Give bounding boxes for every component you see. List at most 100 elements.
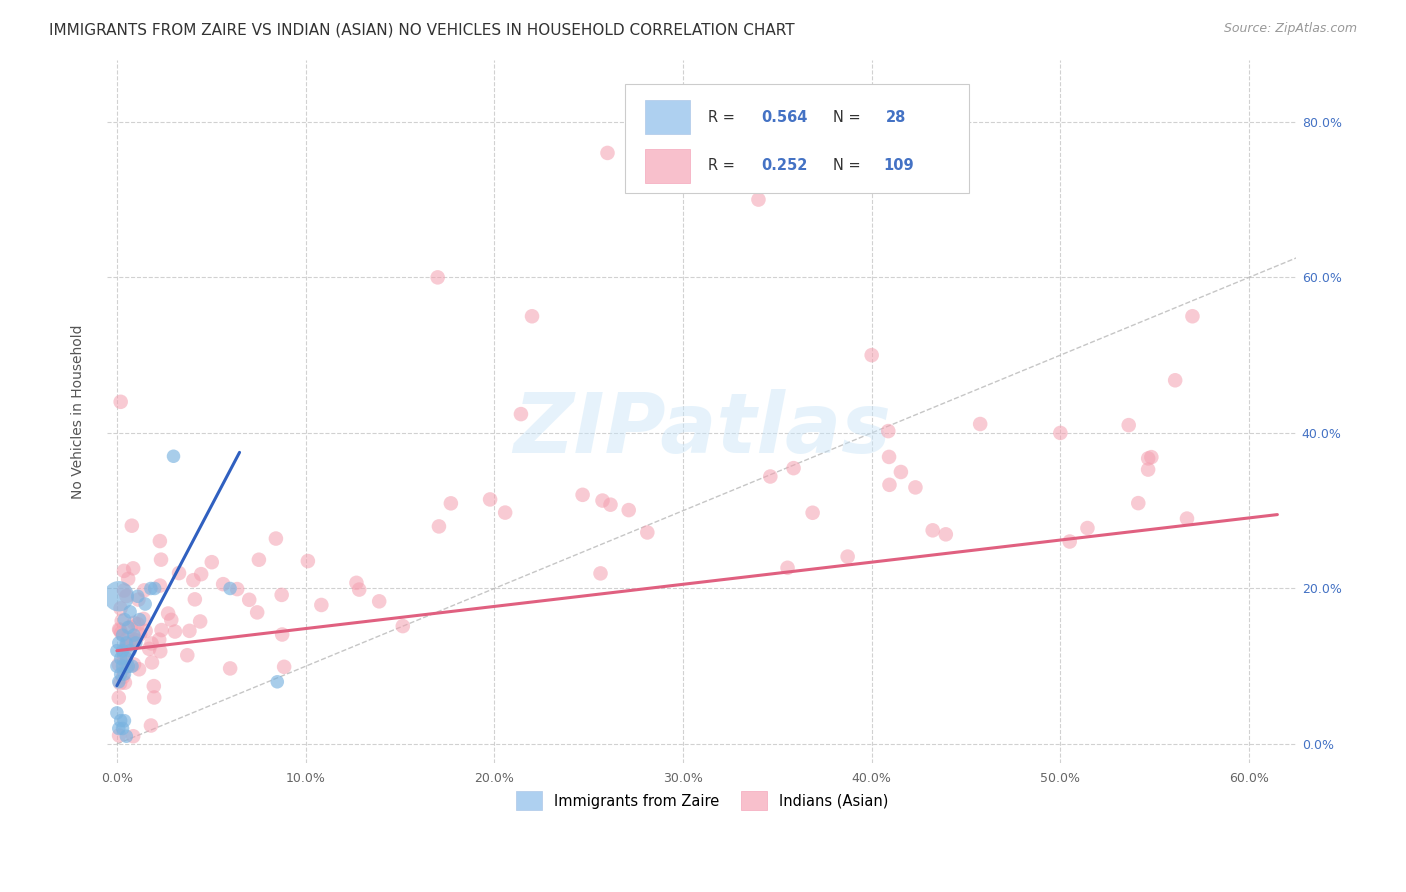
Point [111, 722, 134, 736]
Point [520, 310, 543, 324]
Point [143, 582, 166, 596]
Point [163, 624, 186, 639]
Point [266, 674, 288, 689]
Point [368, 594, 391, 608]
Point [427, 519, 450, 533]
Point [1181, 310, 1204, 324]
Point [1118, 418, 1140, 433]
Point [110, 626, 132, 640]
Point [134, 597, 156, 611]
Point [141, 636, 163, 650]
Point [128, 662, 150, 676]
Point [904, 480, 927, 494]
Point [877, 424, 900, 438]
Point [148, 632, 170, 647]
Point [201, 555, 224, 569]
Point [120, 605, 142, 619]
Point [117, 659, 139, 673]
Point [105, 643, 128, 657]
Point [107, 657, 129, 672]
Point [271, 627, 294, 641]
Point [122, 657, 145, 672]
Text: 0.564: 0.564 [761, 110, 807, 125]
Point [117, 572, 139, 586]
Point [264, 532, 287, 546]
Point [219, 582, 242, 596]
Point [143, 690, 166, 705]
Point [114, 651, 136, 665]
Point [160, 613, 183, 627]
Point [311, 598, 333, 612]
Point [636, 525, 658, 540]
Point [110, 714, 132, 728]
Point [112, 670, 135, 684]
Point [107, 722, 129, 736]
Text: Source: ZipAtlas.com: Source: ZipAtlas.com [1223, 22, 1357, 36]
Point [114, 667, 136, 681]
Text: N =: N = [832, 159, 865, 173]
Point [592, 493, 614, 508]
Text: ZIPatlas: ZIPatlas [513, 389, 891, 469]
Text: 0.252: 0.252 [761, 159, 807, 173]
Point [115, 640, 138, 654]
Point [510, 407, 533, 421]
Point [571, 488, 593, 502]
Point [212, 577, 235, 591]
Point [921, 524, 943, 538]
Point [149, 534, 172, 549]
Point [596, 145, 619, 160]
Point [132, 612, 155, 626]
Y-axis label: No Vehicles in Household: No Vehicles in Household [72, 325, 86, 499]
Point [115, 589, 138, 603]
Legend: Immigrants from Zaire, Indians (Asian): Immigrants from Zaire, Indians (Asian) [510, 786, 894, 816]
Point [108, 623, 131, 637]
Point [184, 592, 207, 607]
Point [107, 589, 129, 603]
Point [127, 617, 149, 632]
Point [121, 518, 143, 533]
Point [120, 620, 142, 634]
Point [111, 659, 134, 673]
Point [1140, 450, 1163, 464]
Point [124, 632, 146, 647]
Point [122, 729, 145, 743]
Point [122, 628, 145, 642]
Point [1076, 521, 1098, 535]
Point [138, 641, 160, 656]
Point [114, 675, 136, 690]
Point [117, 631, 139, 645]
Point [141, 656, 163, 670]
Point [162, 449, 184, 463]
Point [111, 643, 134, 657]
FancyBboxPatch shape [624, 84, 969, 194]
Point [115, 729, 138, 743]
Point [167, 566, 190, 580]
Text: 28: 28 [886, 110, 907, 125]
Point [1164, 373, 1187, 387]
Point [837, 549, 859, 564]
Point [179, 624, 201, 638]
Point [121, 659, 143, 673]
Point [110, 394, 132, 409]
Point [110, 667, 132, 681]
Point [105, 659, 128, 673]
Point [391, 619, 413, 633]
Point [935, 527, 957, 541]
Point [115, 656, 138, 670]
Point [747, 193, 769, 207]
Point [128, 613, 150, 627]
Point [108, 728, 131, 742]
Point [114, 660, 136, 674]
Point [122, 561, 145, 575]
Point [124, 633, 146, 648]
Point [120, 643, 142, 657]
Point [125, 636, 148, 650]
Text: IMMIGRANTS FROM ZAIRE VS INDIAN (ASIAN) NO VEHICLES IN HOUSEHOLD CORRELATION CHA: IMMIGRANTS FROM ZAIRE VS INDIAN (ASIAN) … [49, 22, 794, 37]
Point [111, 614, 134, 628]
Point [247, 553, 270, 567]
Point [149, 578, 172, 592]
Point [890, 465, 912, 479]
Point [122, 615, 145, 630]
Point [121, 635, 143, 649]
Point [346, 575, 368, 590]
